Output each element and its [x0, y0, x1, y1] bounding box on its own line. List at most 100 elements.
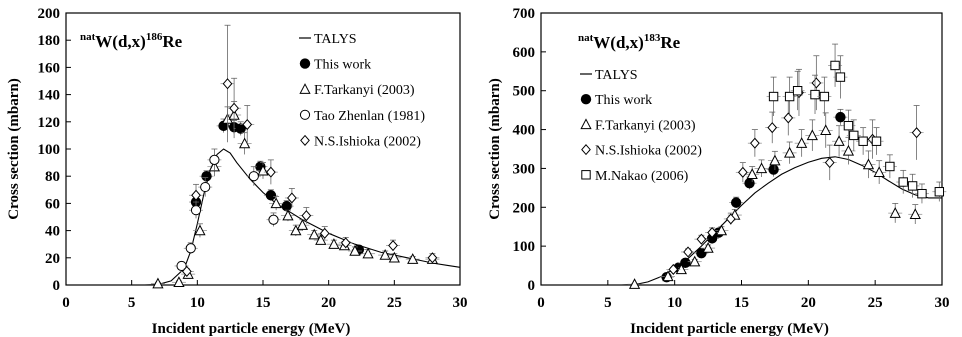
series-2	[627, 112, 923, 289]
data-point	[744, 177, 755, 189]
chart-title: natW(d,x)183Re	[578, 32, 681, 52]
series-4	[766, 43, 947, 204]
data-point	[287, 192, 297, 204]
y-tick-label: 80	[45, 169, 60, 185]
y-tick-label: 40	[45, 224, 60, 240]
data-point	[209, 154, 220, 165]
data-point	[362, 247, 374, 259]
data-point	[200, 181, 211, 193]
legend-marker	[299, 83, 311, 94]
legend-entry: Tao Zhenlan (1981)	[314, 109, 425, 124]
data-point	[301, 210, 312, 222]
y-tick-label: 20	[45, 251, 60, 267]
y-tick-label: 140	[38, 88, 61, 104]
data-point	[257, 164, 269, 176]
series-2	[150, 101, 440, 289]
data-point	[407, 253, 419, 264]
data-point	[806, 129, 818, 141]
data-point	[290, 224, 302, 236]
legend-entry: This work	[314, 58, 371, 73]
legend-marker	[300, 134, 310, 146]
data-point	[767, 122, 778, 134]
data-point	[702, 242, 714, 253]
data-point	[871, 136, 882, 146]
data-point	[270, 197, 282, 209]
data-point	[811, 77, 822, 89]
y-axis-label: Cross section (mbarn)	[487, 78, 503, 219]
data-point	[191, 189, 201, 201]
legend-entry: M.Nakao (2006)	[595, 169, 689, 184]
y-tick-label: 700	[513, 6, 536, 22]
data-point	[835, 72, 846, 82]
legend-marker	[299, 109, 311, 120]
data-point	[842, 144, 855, 156]
legend-entry: F.Tarkanyi (2003)	[595, 118, 696, 133]
data-point	[769, 154, 781, 166]
data-point	[849, 130, 859, 141]
data-point	[784, 91, 795, 102]
x-axis-label: Incident particle energy (MeV)	[152, 321, 351, 337]
chart-natw-186re: 0 5 10 15 20 25 30 0 20 40 60 80 100 120 140 160 180 200 I…	[6, 6, 468, 337]
plot-area	[144, 24, 461, 289]
data-point	[248, 171, 259, 182]
series-4	[179, 24, 440, 277]
x-tick-label: 5	[604, 295, 612, 311]
data-point	[181, 265, 192, 277]
data-point	[194, 224, 206, 236]
data-point	[152, 277, 164, 289]
y-tick-label: 120	[38, 115, 61, 131]
data-point	[796, 137, 808, 148]
data-point	[830, 60, 840, 71]
legend-marker	[581, 170, 591, 180]
data-point	[819, 91, 830, 102]
data-point	[242, 118, 253, 131]
legend-entry: N.S.Ishioka (2002)	[314, 134, 421, 149]
data-point	[725, 213, 736, 225]
x-tick-label: 30	[453, 295, 468, 311]
legend-marker	[299, 58, 311, 69]
data-point	[201, 171, 212, 182]
data-point	[750, 137, 760, 149]
series-0	[144, 148, 461, 286]
data-point	[689, 255, 701, 267]
data-point	[810, 89, 820, 100]
x-tick-label: 25	[387, 295, 402, 311]
data-point	[934, 187, 945, 197]
y-tick-label: 0	[528, 278, 536, 294]
data-point	[662, 270, 674, 282]
x-tick-label: 0	[537, 295, 545, 311]
x-tick-label: 15	[256, 295, 271, 311]
x-tick-label: 20	[801, 295, 816, 311]
data-point	[328, 238, 340, 249]
y-tick-label: 300	[513, 161, 536, 177]
x-axis-label: Incident particle energy (MeV)	[630, 321, 829, 337]
series-3	[174, 148, 281, 272]
data-point	[388, 240, 398, 252]
data-point	[388, 251, 400, 263]
legend: TALYS This work F.Tarkanyi (2003) Tao Zhenl…	[299, 32, 425, 149]
y-tick-label: 60	[45, 196, 60, 212]
data-point	[282, 209, 294, 221]
legend-entry: N.S.Ishioka (2002)	[595, 144, 702, 159]
legend: TALYS This work F.Tarkanyi (2003) N.S.Ishio…	[580, 68, 702, 184]
data-point	[885, 161, 895, 172]
x-tick-label: 5	[128, 295, 136, 311]
data-point	[319, 227, 330, 239]
data-point	[683, 246, 693, 258]
data-point	[268, 214, 279, 225]
data-point	[911, 127, 922, 139]
data-point	[176, 260, 187, 272]
data-point	[768, 91, 779, 102]
data-point	[707, 226, 717, 239]
y-tick-label: 100	[38, 142, 61, 158]
y-axis-label: Cross section (mbarn)	[6, 78, 22, 219]
data-point	[427, 252, 438, 264]
data-point	[696, 233, 707, 245]
x-tick-label: 0	[62, 295, 70, 311]
data-point	[755, 162, 768, 174]
y-tick-label: 500	[513, 84, 536, 100]
y-tick-label: 180	[38, 33, 61, 49]
data-point	[349, 244, 361, 256]
data-point	[898, 177, 908, 187]
legend-entry: This work	[595, 93, 652, 108]
